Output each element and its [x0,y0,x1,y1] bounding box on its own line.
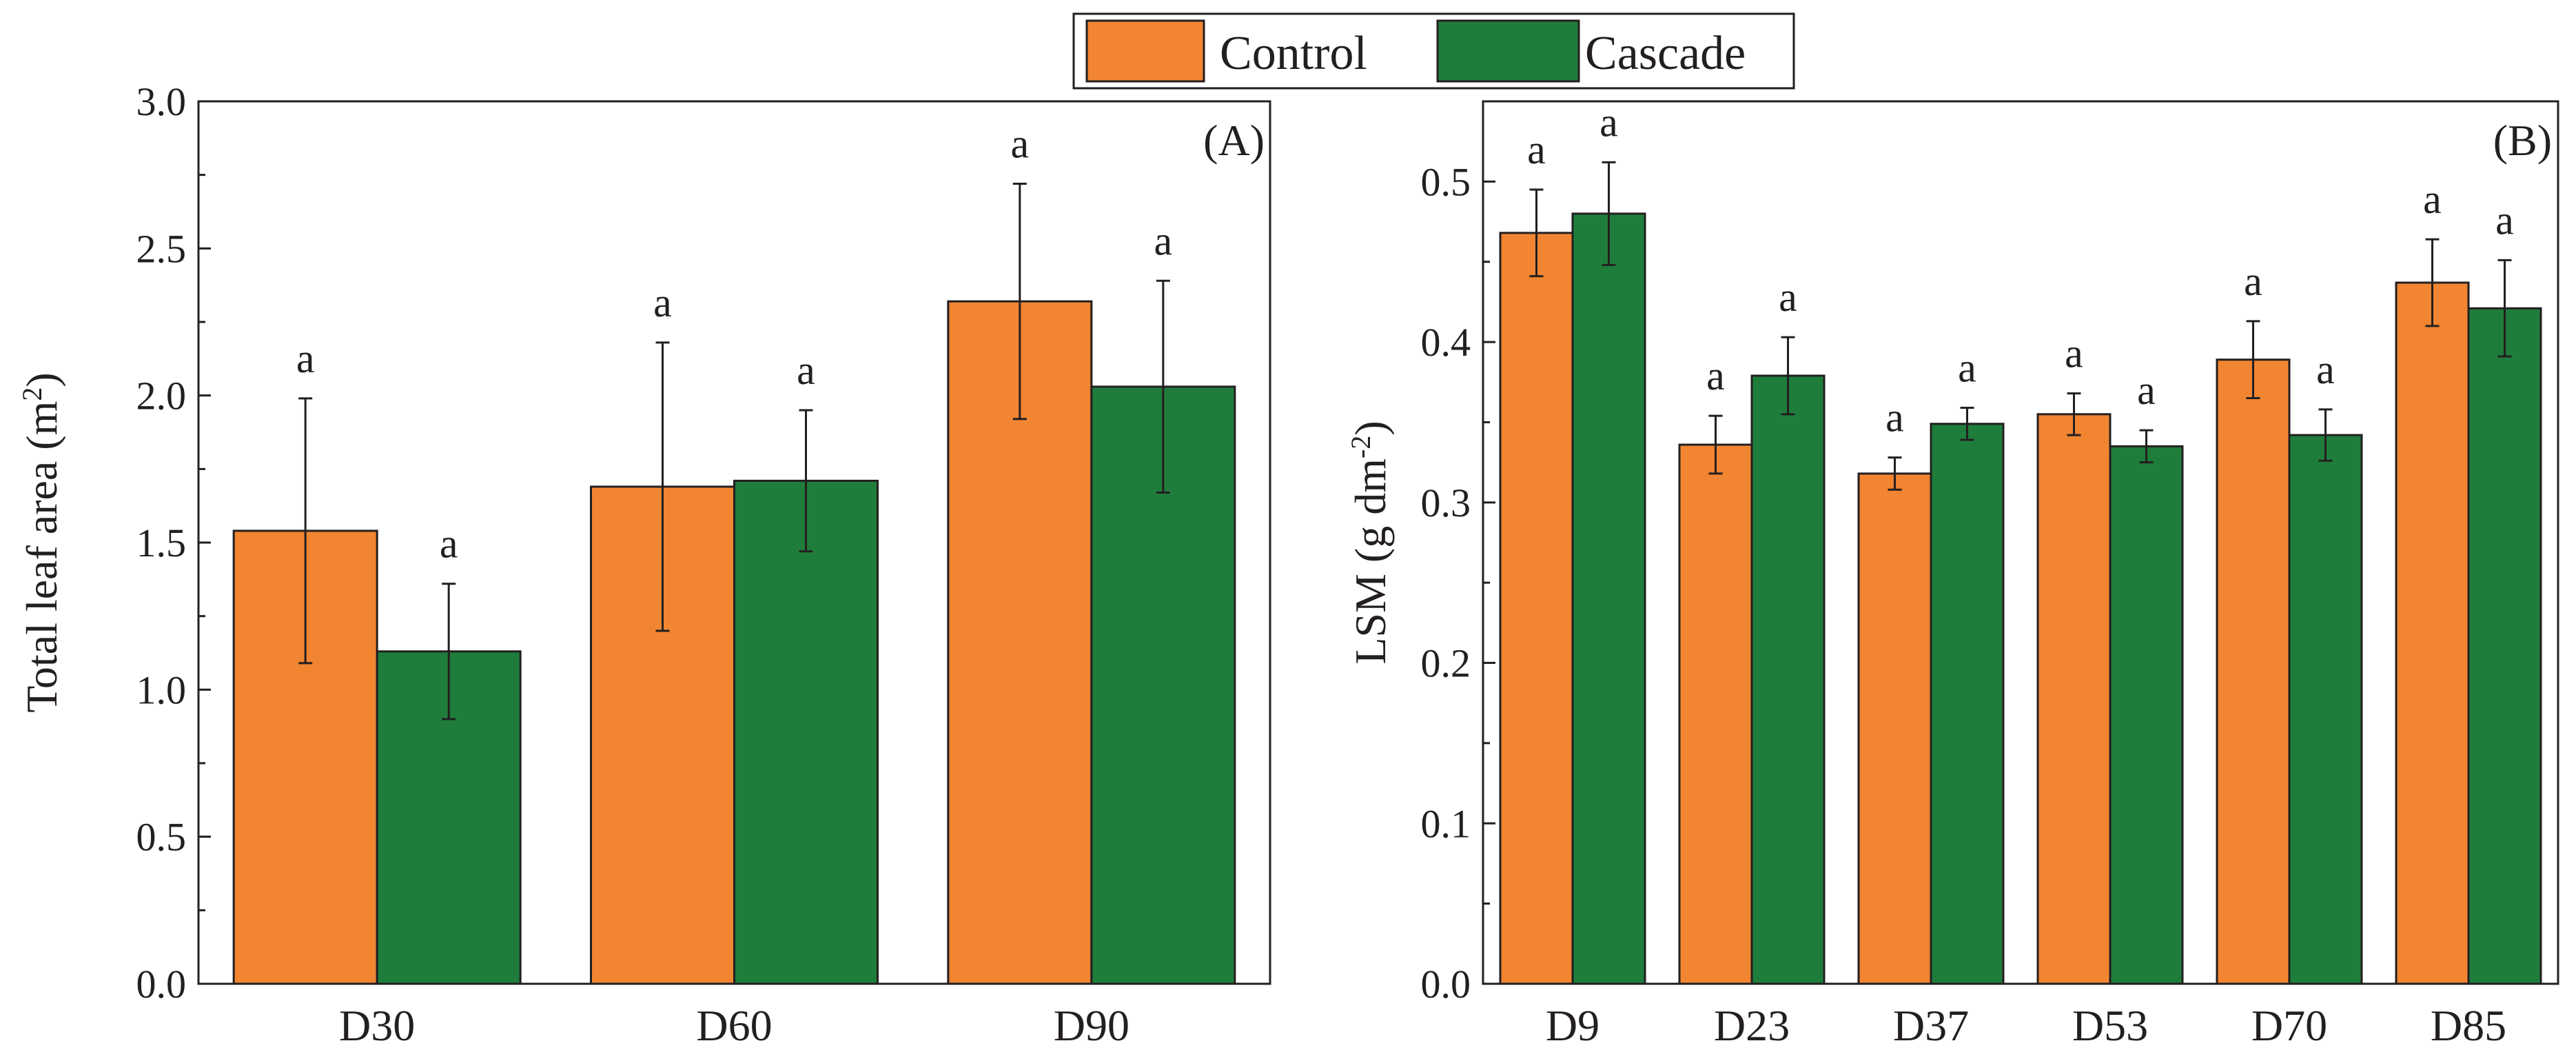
panel-b-x-tick-label: D23 [1714,1001,1790,1050]
sig-letter-control-d53: a [2065,331,2083,376]
sig-letter-cascade-d30: a [440,521,458,567]
bar-cascade-d37 [1930,423,2005,985]
bar-control-d37 [1857,472,1932,985]
bar-control-d85 [2395,281,2470,985]
sig-letter-control-d90: a [1011,121,1030,166]
panel-b-y-tick-label: 0.1 [1421,801,1471,846]
panel-a-y-tick-label: 2.0 [136,374,187,418]
sig-letter-control-d37: a [1885,395,1904,441]
sig-letter-control-d70: a [2244,259,2262,304]
bar-cascade-d70 [2288,434,2363,985]
panel-b-x-tick-label: D85 [2431,1001,2506,1050]
sig-letter-cascade-d70: a [2316,347,2335,392]
panel-a-x-tick-label: D90 [1054,1001,1129,1050]
sig-letter-control-d30: a [296,336,315,381]
panel-b-x-tick-label: D70 [2251,1001,2327,1050]
bar-cascade-d85 [2467,307,2542,985]
panel-a-x-tick-label: D30 [339,1001,415,1050]
panel-b-y-tick-label: 0.2 [1421,641,1471,686]
sig-letter-cascade-d90: a [1154,218,1173,263]
sig-letter-cascade-d85: a [2495,197,2514,243]
panel-a-y-tick-label: 3.0 [136,79,187,124]
panel-b-x-tick-label: D53 [2072,1001,2148,1050]
bar-cascade-d23 [1750,374,1826,985]
legend: Control Cascade [1072,12,1795,90]
panel-a-y-tick-label: 2.5 [136,226,187,271]
bar-control-d53 [2036,413,2112,985]
sig-letter-control-d85: a [2423,176,2442,222]
panel-b-x-tick-label: D37 [1893,1001,1969,1050]
panel-a-y-tick-label: 1.0 [136,667,187,712]
bar-cascade-d9 [1571,212,1646,985]
sig-letter-cascade-d60: a [797,347,815,393]
panel-b-y-tick-label: 0.3 [1421,481,1471,525]
panel-b-y-tick-label: 0.0 [1421,962,1471,1007]
sig-letter-cascade-d53: a [2137,367,2156,413]
panel-b: (B) LSM (g dm-2) 0.0 0.1 0.2 0.3 0.4 0.5 D9 a a D… [1345,99,2559,1050]
panel-b-tag: (B) [2493,116,2552,165]
panel-a-tag: (A) [1203,116,1265,165]
panel-a: (A) Total leaf area (m2) 0.0 0.5 1.0 1.5 2.0… [17,79,1271,1050]
panel-a-y-axis-title: Total leaf area (m2) [17,372,67,712]
sig-letter-control-d23: a [1706,353,1725,398]
legend-swatch-control [1085,19,1205,83]
legend-swatch-cascade [1436,19,1580,83]
bar-cascade-d53 [2109,445,2184,985]
panel-b-y-tick-label: 0.5 [1421,159,1471,204]
sig-letter-control-d60: a [653,280,672,325]
sig-letter-cascade-d23: a [1779,274,1797,320]
panel-a-y-tick-label: 0.5 [136,815,187,860]
panel-b-frame [1482,100,2559,985]
bar-cascade-d60 [733,479,879,985]
bar-control-d9 [1499,232,1574,985]
panel-b-y-axis-title: LSM (g dm-2) [1345,421,1396,664]
sig-letter-cascade-d37: a [1958,345,1976,391]
bar-control-d30 [232,529,378,985]
bar-control-d23 [1678,443,1753,985]
panel-a-y-tick-label: 0.0 [136,962,187,1007]
legend-label-control: Control [1220,27,1367,80]
panel-a-y-tick-label: 1.5 [136,521,187,565]
sig-letter-cascade-d9: a [1599,99,1618,145]
sig-letter-control-d9: a [1527,127,1546,172]
panel-b-x-tick-label: D9 [1546,1001,1599,1050]
panel-b-y-tick-label: 0.4 [1421,320,1471,365]
legend-label-cascade: Cascade [1585,27,1746,80]
bar-control-d70 [2216,358,2291,985]
panel-a-x-tick-label: D60 [696,1001,772,1050]
